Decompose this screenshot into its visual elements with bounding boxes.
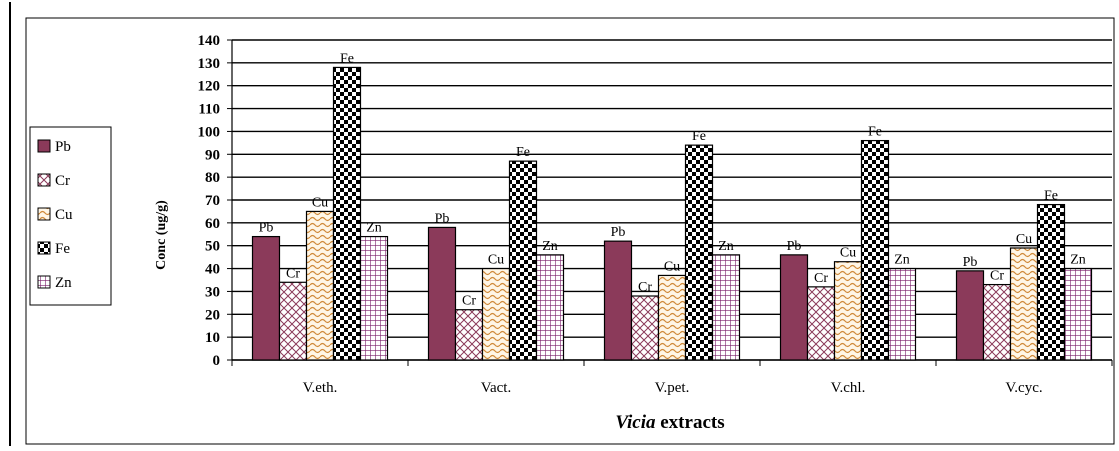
bar-label-zn: Zn [366, 221, 382, 236]
legend-swatch-fe [37, 241, 51, 255]
bar-label-fe: Fe [516, 145, 530, 160]
bar-label-fe: Fe [340, 51, 354, 66]
legend-label-cu: Cu [55, 207, 73, 223]
x-tick-label: V.cyc. [1005, 380, 1042, 396]
chart-border [25, 17, 1115, 445]
legend-swatch-cu [37, 207, 51, 221]
y-tick-label: 80 [205, 170, 220, 186]
y-tick-label: 0 [213, 353, 221, 369]
bar-label-cu: Cu [664, 259, 680, 274]
bar-label-fe: Fe [1044, 189, 1058, 204]
bar-label-cr: Cr [462, 294, 476, 309]
legend-label-zn: Zn [55, 275, 72, 291]
bar-cr [630, 295, 660, 361]
bar-label-fe: Fe [692, 129, 706, 144]
bar-label-pb: Pb [787, 239, 802, 254]
y-axis-ticks: 0 10 20 30 40 50 60 70 80 90 100 110 120 130 140 [198, 33, 232, 369]
bar-zn [359, 235, 389, 361]
bar-zn [1063, 267, 1093, 361]
legend-label-fe: Fe [55, 241, 70, 257]
bar-label-pb: Pb [435, 211, 450, 226]
bar-cu [305, 210, 335, 361]
bar-label-cu: Cu [1016, 232, 1032, 247]
y-tick-label: 50 [205, 239, 220, 255]
bars [251, 66, 1093, 361]
bar-cu [481, 267, 511, 361]
bar-zn [887, 267, 917, 361]
x-axis-label-rest: extracts [656, 412, 725, 433]
bar-cu [657, 274, 687, 361]
x-tick-label: Vact. [481, 380, 511, 396]
x-tick-label: V.chl. [831, 380, 866, 396]
y-tick-label: 30 [205, 284, 220, 300]
bar-label-cr: Cr [286, 266, 300, 281]
y-tick-label: 40 [205, 262, 220, 278]
x-tick-label: V.eth. [303, 380, 338, 396]
y-tick-label: 70 [205, 193, 220, 209]
bar-label-zn: Zn [894, 253, 910, 268]
bar-label-cr: Cr [990, 269, 1004, 284]
legend-label-cr: Cr [55, 173, 70, 189]
bar-labels: Pb Cr Cu Fe Zn Pb Cr Cu Fe Zn Pb Cr Cu Fe Zn Pb Cr Cu Fe Zn… [259, 51, 1086, 308]
bar-label-pb: Pb [963, 255, 978, 270]
bar-cr [982, 283, 1012, 361]
bar-fe [684, 144, 714, 361]
bar-label-cu: Cu [312, 195, 328, 210]
legend-swatch-zn [37, 275, 51, 289]
bar-cr [806, 286, 836, 361]
bar-pb [955, 270, 985, 361]
bar-fe [508, 160, 538, 361]
bar-pb [427, 226, 457, 361]
bar-label-zn: Zn [1070, 253, 1086, 268]
bar-pb [779, 254, 809, 361]
bar-fe [860, 139, 890, 361]
y-tick-label: 130 [198, 56, 221, 72]
bar-label-cr: Cr [814, 271, 828, 286]
y-tick-label: 120 [198, 79, 221, 95]
bar-label-zn: Zn [718, 239, 734, 254]
legend-swatch-pb [37, 139, 51, 153]
legend: Pb Cr Cu Fe Zn [29, 126, 112, 306]
x-axis-label-italic: Vicia [615, 412, 656, 433]
bar-cu [1009, 247, 1039, 361]
legend-swatch-cr [37, 173, 51, 187]
bar-label-cr: Cr [638, 280, 652, 295]
y-tick-label: 100 [198, 124, 221, 140]
bar-zn [535, 254, 565, 361]
x-tick-label: V.pet. [655, 380, 690, 396]
bar-zn [711, 254, 741, 361]
bar-cr [278, 281, 308, 361]
bar-label-fe: Fe [868, 125, 882, 140]
y-tick-label: 140 [198, 33, 221, 49]
y-tick-label: 90 [205, 147, 220, 163]
bar-label-pb: Pb [611, 225, 626, 240]
bar-fe [1036, 203, 1066, 361]
bar-cr [454, 309, 484, 361]
bar-pb [603, 240, 633, 361]
bar-label-cu: Cu [488, 253, 504, 268]
bar-cu [833, 261, 863, 361]
y-tick-label: 110 [198, 102, 220, 118]
y-tick-label: 10 [205, 330, 220, 346]
bar-label-cu: Cu [840, 246, 856, 261]
legend-label-pb: Pb [55, 139, 71, 155]
x-axis-categories: V.eth. Vact. V.pet. V.chl. V.cyc. [231, 360, 1113, 396]
bar-pb [251, 235, 281, 361]
bar-fe [332, 66, 362, 361]
y-axis-label: Conc (ug/g) [154, 200, 169, 270]
x-axis-label: Vicia extracts [615, 412, 724, 433]
y-tick-label: 60 [205, 216, 220, 232]
bar-label-zn: Zn [542, 239, 558, 254]
bar-label-pb: Pb [259, 221, 274, 236]
y-tick-label: 20 [205, 307, 220, 323]
